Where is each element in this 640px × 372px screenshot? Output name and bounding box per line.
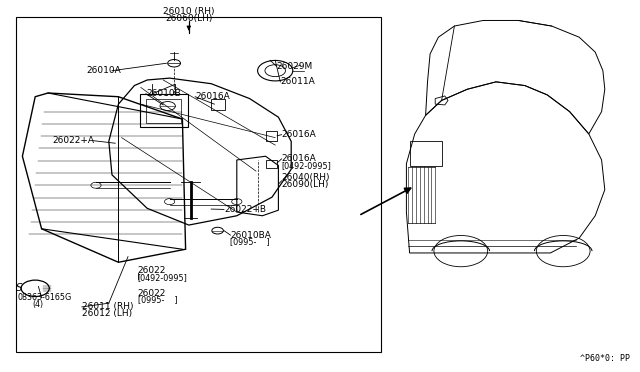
Text: [0995-    ]: [0995- ] bbox=[138, 295, 177, 304]
Text: 26060(LH): 26060(LH) bbox=[165, 14, 212, 23]
Text: 26090(LH): 26090(LH) bbox=[282, 180, 329, 189]
Text: 26011 (RH): 26011 (RH) bbox=[82, 302, 133, 311]
Text: ^P60*0: PP: ^P60*0: PP bbox=[580, 354, 630, 363]
Bar bbox=[146, 99, 181, 123]
Text: 08363-6165G: 08363-6165G bbox=[18, 293, 72, 302]
Text: 26010B: 26010B bbox=[146, 89, 180, 98]
Text: 26022: 26022 bbox=[138, 266, 166, 275]
Bar bbox=[16, 17, 381, 352]
Text: (4): (4) bbox=[32, 300, 43, 309]
Text: 26022+A: 26022+A bbox=[52, 136, 95, 145]
Text: [0492-0995]: [0492-0995] bbox=[282, 161, 332, 170]
Text: 26016A: 26016A bbox=[195, 92, 230, 101]
Text: [0492-0995]: [0492-0995] bbox=[138, 273, 188, 282]
Bar bbox=[266, 131, 277, 141]
Bar bbox=[410, 141, 442, 166]
Bar bbox=[266, 160, 277, 168]
Text: 26029M: 26029M bbox=[276, 62, 313, 71]
Text: S: S bbox=[16, 283, 22, 293]
Bar bbox=[140, 94, 188, 127]
Text: 26011A: 26011A bbox=[280, 77, 315, 86]
Text: 26010A: 26010A bbox=[86, 66, 121, 75]
Bar bbox=[211, 99, 225, 110]
Text: 26010 (RH): 26010 (RH) bbox=[163, 7, 214, 16]
Text: 26016A: 26016A bbox=[282, 154, 316, 163]
Text: 26016A: 26016A bbox=[282, 130, 316, 139]
Text: 26012 (LH): 26012 (LH) bbox=[82, 309, 132, 318]
Text: 26022: 26022 bbox=[138, 289, 166, 298]
Text: 26040(RH): 26040(RH) bbox=[282, 173, 330, 182]
Text: [0995-    ]: [0995- ] bbox=[230, 237, 270, 246]
Text: 26022+B: 26022+B bbox=[224, 205, 266, 214]
Text: 26010BA: 26010BA bbox=[230, 231, 271, 240]
